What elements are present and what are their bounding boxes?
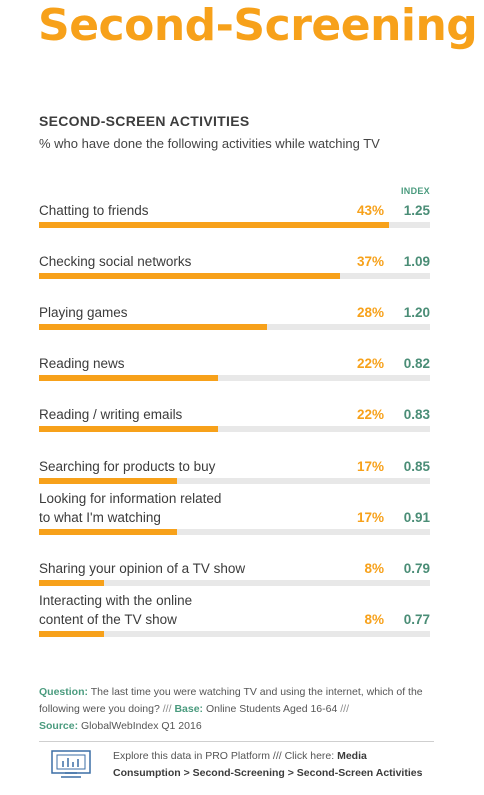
category-label: Playing games	[39, 305, 128, 320]
chart-row: Interacting with the online content of t…	[39, 591, 430, 629]
bar	[39, 580, 104, 586]
index-value: 0.82	[403, 356, 430, 371]
chart-row: Sharing your opinion of a TV show 8% 0.79	[39, 540, 430, 578]
index-value: 0.77	[403, 612, 430, 627]
bar-track	[39, 222, 430, 228]
source-label: Source:	[39, 720, 79, 732]
chart-row: Reading news 22% 0.82	[39, 335, 430, 373]
percent-label: 8%	[364, 561, 384, 576]
bar-track	[39, 580, 430, 586]
separator: ///	[162, 703, 172, 715]
category-label: Sharing your opinion of a TV show	[39, 561, 246, 576]
bar-track	[39, 273, 430, 279]
bar	[39, 273, 340, 279]
percent-label: 8%	[364, 612, 384, 627]
explore-text[interactable]: Explore this data in PRO Platform /// Cl…	[113, 748, 433, 782]
percent-label: 22%	[356, 407, 384, 422]
bar	[39, 631, 104, 637]
bar	[39, 529, 177, 535]
explore-path-link[interactable]: Media Consumption > Second-Screening > S…	[113, 750, 423, 779]
bar	[39, 375, 218, 381]
index-value: 1.09	[403, 254, 430, 269]
question-label: Question:	[39, 686, 88, 698]
bar	[39, 426, 218, 432]
bar-track	[39, 478, 430, 484]
bar	[39, 478, 177, 484]
separator: ///	[340, 703, 350, 715]
category-label: Interacting with the online content of t…	[39, 593, 193, 627]
bar-track	[39, 426, 430, 432]
index-value: 0.85	[403, 459, 430, 474]
percent-label: 43%	[356, 203, 384, 218]
category-label: Searching for products to buy	[39, 459, 216, 474]
dashboard-chart-icon	[51, 750, 91, 778]
base-text: Online Students Aged 16-64	[205, 703, 338, 715]
percent-label: 22%	[356, 356, 384, 371]
bar-track	[39, 529, 430, 535]
chart-row: Searching for products to buy 17% 0.85	[39, 438, 430, 476]
index-value: 0.91	[403, 510, 430, 525]
category-label: Reading / writing emails	[39, 407, 183, 422]
percent-label: 17%	[356, 510, 384, 525]
chart-row: Checking social networks 37% 1.09	[39, 233, 430, 271]
index-value: 1.25	[403, 203, 430, 218]
chart-footnote: Question: The last time you were watchin…	[39, 684, 434, 735]
category-label: Looking for information related to what …	[39, 491, 222, 525]
bar	[39, 222, 389, 228]
base-label: Base:	[174, 703, 204, 715]
bar	[39, 324, 267, 330]
index-value: 1.20	[403, 305, 430, 320]
percent-label: 17%	[356, 459, 384, 474]
category-label: Chatting to friends	[39, 203, 149, 218]
percent-label: 37%	[356, 254, 384, 269]
chart-title: SECOND-SCREEN ACTIVITIES	[39, 113, 250, 129]
index-column-header: INDEX	[400, 186, 430, 196]
source-text: GlobalWebIndex Q1 2016	[81, 720, 202, 732]
chart-row: Chatting to friends 43% 1.25	[39, 182, 430, 220]
chart-row: Looking for information related to what …	[39, 489, 430, 527]
index-value: 0.79	[403, 561, 430, 576]
page-title: Second-Screening	[38, 0, 478, 51]
bar-track	[39, 375, 430, 381]
explore-link-box[interactable]: Explore this data in PRO Platform /// Cl…	[39, 741, 434, 788]
explore-prompt: Explore this data in PRO Platform /// Cl…	[113, 750, 335, 762]
bar-track	[39, 631, 430, 637]
chart-row: Reading / writing emails 22% 0.83	[39, 386, 430, 424]
percent-label: 28%	[356, 305, 384, 320]
chart-subtitle: % who have done the following activities…	[39, 136, 380, 151]
question-text: The last time you were watching TV and u…	[39, 686, 423, 715]
category-label: Reading news	[39, 356, 125, 371]
index-value: 0.83	[403, 407, 430, 422]
bar-track	[39, 324, 430, 330]
chart-row: Playing games 28% 1.20	[39, 284, 430, 322]
category-label: Checking social networks	[39, 254, 192, 269]
